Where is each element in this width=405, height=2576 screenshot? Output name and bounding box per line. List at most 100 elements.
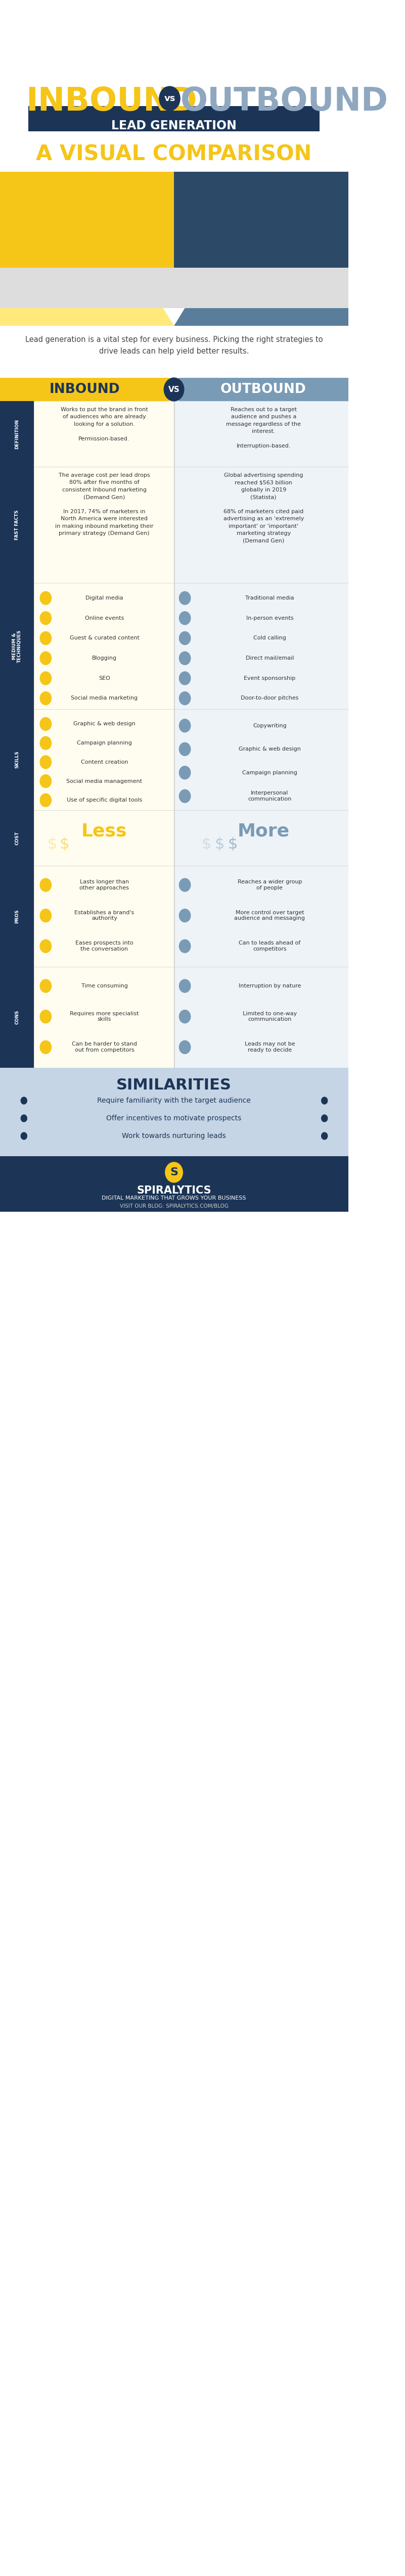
Circle shape xyxy=(179,1010,190,1023)
Text: MEDIUM &
TECHNIQUES: MEDIUM & TECHNIQUES xyxy=(12,629,22,662)
Text: $: $ xyxy=(47,837,57,850)
Text: Work towards nurturing leads: Work towards nurturing leads xyxy=(122,1133,226,1139)
FancyBboxPatch shape xyxy=(0,582,34,708)
Text: SPIRALYTICS: SPIRALYTICS xyxy=(136,1185,211,1195)
Circle shape xyxy=(40,793,51,806)
FancyBboxPatch shape xyxy=(175,866,348,966)
Text: Campaign planning: Campaign planning xyxy=(77,739,132,744)
Text: Limited to one-way
communication: Limited to one-way communication xyxy=(243,1012,297,1023)
Circle shape xyxy=(21,1097,27,1105)
FancyBboxPatch shape xyxy=(34,582,175,708)
Text: PROS: PROS xyxy=(15,909,19,922)
Text: Content creation: Content creation xyxy=(81,760,128,765)
Circle shape xyxy=(40,716,51,732)
Circle shape xyxy=(40,909,51,922)
FancyBboxPatch shape xyxy=(175,708,348,811)
Circle shape xyxy=(179,611,190,626)
Circle shape xyxy=(40,631,51,644)
FancyBboxPatch shape xyxy=(175,402,348,466)
FancyBboxPatch shape xyxy=(34,866,175,966)
Circle shape xyxy=(322,1097,328,1105)
Text: Global advertising spending
reached $563 billion
globally in 2019
(Statista)

68: Global advertising spending reached $563… xyxy=(223,474,304,544)
Text: Traditional media: Traditional media xyxy=(245,595,294,600)
Circle shape xyxy=(40,1041,51,1054)
Circle shape xyxy=(40,775,51,788)
FancyBboxPatch shape xyxy=(0,811,34,866)
Circle shape xyxy=(179,791,190,804)
Text: Offer incentives to motivate prospects: Offer incentives to motivate prospects xyxy=(107,1115,241,1121)
Polygon shape xyxy=(174,309,348,325)
Circle shape xyxy=(179,940,190,953)
Circle shape xyxy=(21,1115,27,1121)
Text: Event sponsorship: Event sponsorship xyxy=(244,675,296,680)
Text: INBOUND: INBOUND xyxy=(49,384,120,397)
Text: Eases prospects into
the conversation: Eases prospects into the conversation xyxy=(75,940,133,951)
Text: Requires more specialist
skills: Requires more specialist skills xyxy=(70,1012,139,1023)
Text: Campaign planning: Campaign planning xyxy=(242,770,297,775)
Text: More: More xyxy=(237,822,290,840)
Text: Interruption by nature: Interruption by nature xyxy=(239,984,301,989)
Text: $: $ xyxy=(60,837,69,850)
FancyBboxPatch shape xyxy=(0,268,348,309)
Text: INBOUND: INBOUND xyxy=(26,85,197,116)
Circle shape xyxy=(40,940,51,953)
FancyBboxPatch shape xyxy=(0,966,34,1069)
Text: S: S xyxy=(170,1167,178,1177)
Text: DEFINITION: DEFINITION xyxy=(15,420,19,448)
Text: LEAD GENERATION: LEAD GENERATION xyxy=(111,118,237,131)
Text: Require familiarity with the target audience: Require familiarity with the target audi… xyxy=(97,1097,251,1105)
Circle shape xyxy=(179,652,190,665)
Text: Graphic & web design: Graphic & web design xyxy=(73,721,135,726)
FancyBboxPatch shape xyxy=(0,866,34,966)
Text: Direct mail/email: Direct mail/email xyxy=(245,657,294,659)
Text: OUTBOUND: OUTBOUND xyxy=(181,85,388,116)
Circle shape xyxy=(179,765,190,778)
Text: Time consuming: Time consuming xyxy=(81,984,128,989)
Circle shape xyxy=(159,88,180,111)
Circle shape xyxy=(322,1133,328,1139)
Circle shape xyxy=(179,672,190,685)
Text: Social media management: Social media management xyxy=(66,778,142,783)
FancyBboxPatch shape xyxy=(34,966,175,1069)
FancyBboxPatch shape xyxy=(0,379,170,402)
Text: Establishes a brand's
authority: Establishes a brand's authority xyxy=(75,909,134,922)
Circle shape xyxy=(40,693,51,706)
Circle shape xyxy=(179,742,190,755)
FancyBboxPatch shape xyxy=(175,582,348,708)
Text: Reaches out to a target
audience and pushes a
message regardless of the
interest: Reaches out to a target audience and pus… xyxy=(226,407,301,448)
FancyBboxPatch shape xyxy=(34,402,175,466)
FancyBboxPatch shape xyxy=(34,811,175,866)
Circle shape xyxy=(179,878,190,891)
Circle shape xyxy=(179,693,190,706)
Circle shape xyxy=(40,878,51,891)
Text: Lasts longer than
other approaches: Lasts longer than other approaches xyxy=(80,878,129,891)
Text: OUTBOUND: OUTBOUND xyxy=(220,384,306,397)
Text: SIMILARITIES: SIMILARITIES xyxy=(116,1077,232,1092)
Text: Use of specific digital tools: Use of specific digital tools xyxy=(67,799,142,804)
Text: Can to leads ahead of
competitors: Can to leads ahead of competitors xyxy=(239,940,301,951)
Text: FAST FACTS: FAST FACTS xyxy=(15,510,19,541)
Circle shape xyxy=(21,1133,27,1139)
Circle shape xyxy=(40,755,51,768)
Circle shape xyxy=(179,631,190,644)
Text: Door-to-door pitches: Door-to-door pitches xyxy=(241,696,298,701)
Text: SKILLS: SKILLS xyxy=(15,750,19,768)
Circle shape xyxy=(165,1162,183,1182)
Circle shape xyxy=(40,592,51,605)
FancyBboxPatch shape xyxy=(28,106,320,131)
FancyBboxPatch shape xyxy=(174,173,348,268)
Text: Copywriting: Copywriting xyxy=(253,724,286,729)
Circle shape xyxy=(40,1010,51,1023)
FancyBboxPatch shape xyxy=(175,811,348,866)
Circle shape xyxy=(40,737,51,750)
FancyBboxPatch shape xyxy=(175,966,348,1069)
Text: VISIT OUR BLOG: SPIRALYTICS.COM/BLOG: VISIT OUR BLOG: SPIRALYTICS.COM/BLOG xyxy=(119,1203,228,1208)
Text: Works to put the brand in front
of audiences who are already
looking for a solut: Works to put the brand in front of audie… xyxy=(60,407,148,440)
Text: $: $ xyxy=(202,837,211,850)
Text: CONS: CONS xyxy=(15,1010,19,1025)
Text: Guest & curated content: Guest & curated content xyxy=(70,636,139,641)
Text: Can be harder to stand
out from competitors: Can be harder to stand out from competit… xyxy=(72,1041,137,1054)
Polygon shape xyxy=(0,309,174,325)
Text: $: $ xyxy=(215,837,224,850)
Text: Lead generation is a vital step for every business. Picking the right strategies: Lead generation is a vital step for ever… xyxy=(25,335,323,355)
